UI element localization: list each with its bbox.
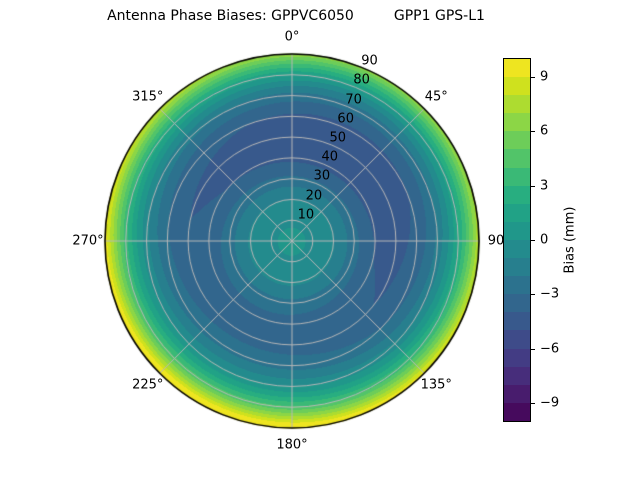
colorbar-tick-label: 9 <box>540 69 549 85</box>
radial-tick-label: 60 <box>337 111 354 127</box>
colorbar-tick <box>531 185 535 187</box>
colorbar-band <box>504 312 530 331</box>
azimuth-tick-label: 90 <box>487 233 505 249</box>
azimuth-tick-label: 315° <box>132 89 164 105</box>
colorbar-band <box>504 59 530 78</box>
azimuth-tick-label: 0° <box>284 29 300 45</box>
colorbar-tick-label: 6 <box>540 123 549 139</box>
colorbar-band <box>504 77 530 96</box>
colorbar-band <box>504 131 530 150</box>
colorbar-tick <box>531 294 535 296</box>
colorbar-band <box>504 113 530 132</box>
polar-heatmap-canvas <box>102 51 482 431</box>
radial-tick-label: 40 <box>321 149 339 165</box>
colorbar-band <box>504 167 530 186</box>
colorbar-band <box>504 330 530 349</box>
azimuth-tick-label: 225° <box>132 377 164 393</box>
colorbar-tick <box>531 240 535 241</box>
colorbar <box>503 58 531 422</box>
colorbar-tick-label: −6 <box>540 341 560 357</box>
radial-tick-label: 50 <box>329 130 347 146</box>
radial-tick-label: 70 <box>345 92 362 108</box>
colorbar-tick <box>531 348 535 350</box>
colorbar-band <box>504 95 530 114</box>
radial-tick-label: 90 <box>361 53 378 69</box>
colorbar-band <box>504 366 530 385</box>
colorbar-tick-label: 0 <box>540 232 549 248</box>
azimuth-tick-label: 45° <box>424 89 448 105</box>
radial-tick-label: 10 <box>297 207 315 223</box>
colorbar-band <box>504 221 530 240</box>
colorbar-band <box>504 402 530 421</box>
colorbar-tick-label: 3 <box>540 178 549 194</box>
colorbar-axis-label: Bias (mm) <box>562 206 578 274</box>
colorbar-band <box>504 348 530 367</box>
colorbar-band <box>504 239 530 259</box>
colorbar-band <box>504 276 530 295</box>
colorbar-band <box>504 185 530 204</box>
colorbar-band <box>504 258 530 277</box>
colorbar-tick <box>531 131 535 133</box>
radial-tick-label: 20 <box>305 188 323 204</box>
colorbar-band <box>504 149 530 168</box>
colorbar-band <box>504 294 530 313</box>
colorbar-tick-label: −9 <box>540 395 560 411</box>
azimuth-tick-label: 270° <box>72 233 104 249</box>
chart-title: Antenna Phase Biases: GPPVC6050 GPP1 GPS… <box>107 8 485 24</box>
colorbar-tick <box>531 77 535 79</box>
azimuth-tick-label: 135° <box>420 377 452 393</box>
radial-tick-label: 80 <box>353 72 370 88</box>
colorbar-tick-label: −3 <box>540 286 560 302</box>
radial-tick-label: 30 <box>313 168 331 184</box>
azimuth-tick-label: 180° <box>276 437 308 453</box>
colorbar-band <box>504 384 530 403</box>
colorbar-tick <box>531 402 535 404</box>
colorbar-band <box>504 203 530 222</box>
